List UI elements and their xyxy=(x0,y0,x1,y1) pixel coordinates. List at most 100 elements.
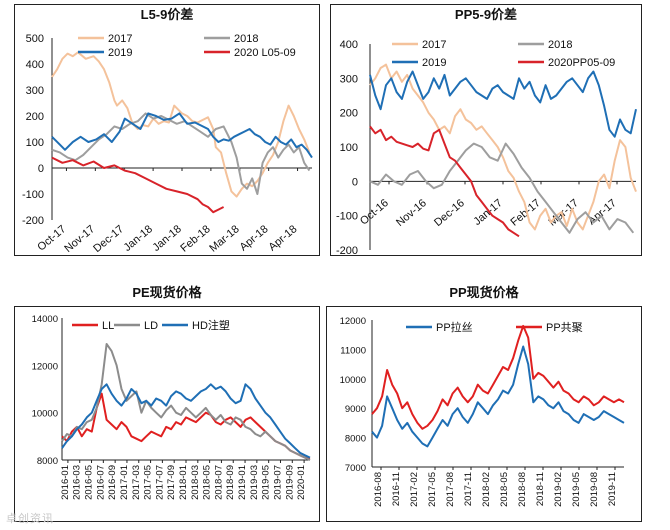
x-tick-label: 2019-11 xyxy=(607,472,618,506)
series-line-LL xyxy=(61,392,311,460)
chart-title: PP5-9价差 xyxy=(455,7,517,22)
chart-frame-pp xyxy=(326,306,642,522)
legend-label: LD xyxy=(144,320,158,332)
legend-label: PP拉丝 xyxy=(436,320,473,334)
x-tick-label: 2017-03 xyxy=(131,465,142,500)
x-tick-label: 2017-07 xyxy=(154,465,165,500)
legend-label: 2020PP05-09 xyxy=(548,57,615,69)
series-line-PP拉丝 xyxy=(371,345,625,448)
x-tick-label: 2019-07 xyxy=(272,465,283,500)
legend-label: LL xyxy=(102,320,114,332)
chart-panel-pp59: PP5-9价差 -200 -100 0 100 200 300 400 Oct-16 Nov-16… xyxy=(330,4,642,257)
legend-label: 2017 xyxy=(108,33,132,45)
x-tick-label: 2018-05 xyxy=(499,472,510,507)
x-tick-label: Dec-17 xyxy=(91,223,126,255)
series-line-2018 xyxy=(369,142,635,234)
y-tick-label: 300 xyxy=(26,85,44,97)
y-tick-label: 0 xyxy=(352,176,358,188)
series-line-LD xyxy=(61,343,311,461)
y-tick-label: 11000 xyxy=(340,345,366,356)
y-tick-label: 12000 xyxy=(32,361,58,372)
y-tick-label: -100 xyxy=(22,189,44,201)
x-tick-label: 2017-01 xyxy=(119,465,130,500)
x-tick-label: 2019-05 xyxy=(261,465,272,500)
x-tick-label: 2017-02 xyxy=(409,472,420,507)
chart-frame-pp59 xyxy=(330,4,642,256)
legend-label: PP共聚 xyxy=(546,321,583,334)
x-tick-label: Apr-18 xyxy=(266,223,299,253)
series-line-2020 L05-09 xyxy=(51,156,225,214)
x-tick-label: 2016-07 xyxy=(95,465,106,500)
x-tick-label: 2019-03 xyxy=(249,465,260,500)
legend-label: 2017 xyxy=(422,39,446,51)
series-line-HD注塑 xyxy=(61,383,311,459)
chart-title: PE现货价格 xyxy=(132,285,202,300)
x-tick-label: 2018-05 xyxy=(202,465,213,500)
x-tick-label: Feb-18 xyxy=(178,223,212,255)
x-tick-label: 2019-02 xyxy=(553,472,564,507)
series-line-2019 xyxy=(369,70,637,138)
x-tick-label: 2016-05 xyxy=(84,465,95,500)
x-tick-label: 2016-09 xyxy=(107,465,118,500)
legend-label: 2018 xyxy=(234,33,258,45)
x-tick-label: 2017-05 xyxy=(427,472,438,507)
x-tick-label: 2019-08 xyxy=(589,472,600,507)
x-tick-label: 2017-08 xyxy=(445,472,456,507)
x-tick-label: Jan-18 xyxy=(150,223,183,254)
chart-panel-pp: PP现货价格 7000 8000 9000 10000 11000 12000 2016-08… xyxy=(326,284,642,522)
chart-l59: L5-9价差 -200 -100 0 100 200 300 400 500 Oct-17Nov-… xyxy=(22,7,313,255)
watermark-text: 卓创资讯 xyxy=(6,512,54,525)
y-tick-label: 500 xyxy=(26,33,44,45)
y-tick-label: 300 xyxy=(340,73,358,85)
legend-label: 2019 xyxy=(422,57,446,69)
x-tick-label: 2018-01 xyxy=(178,465,189,500)
series-line-PP共聚 xyxy=(371,324,625,430)
x-tick-label: Nov-16 xyxy=(394,197,429,229)
y-tick-label: -200 xyxy=(336,245,358,257)
x-tick-label: 2016-01 xyxy=(60,465,71,500)
legend-label: 2018 xyxy=(548,39,572,51)
y-tick-label: 100 xyxy=(340,142,358,154)
chart-pp59: PP5-9价差 -200 -100 0 100 200 300 400 Oct-16 Nov-16… xyxy=(336,7,637,257)
x-tick-label: Mar-18 xyxy=(207,223,241,255)
x-tick-label: 2020-01 xyxy=(296,465,307,500)
x-tick-label: 2018-03 xyxy=(190,465,201,500)
series-line-2019 xyxy=(51,112,313,159)
x-tick-label: 2019-09 xyxy=(284,465,295,500)
y-tick-label: 400 xyxy=(340,39,358,51)
x-tick-label: 2016-11 xyxy=(391,472,402,506)
x-tick-label: 2018-08 xyxy=(517,472,528,507)
x-tick-label: 2016-03 xyxy=(72,465,83,500)
x-tick-label: 2016-08 xyxy=(373,472,384,507)
chart-pp: PP现货价格 7000 8000 9000 10000 11000 12000 2016-08… xyxy=(340,285,625,507)
y-tick-label: 200 xyxy=(340,108,358,120)
y-tick-label: 400 xyxy=(26,59,44,71)
x-tick-label: Nov-17 xyxy=(62,223,97,255)
x-tick-label: 2018-02 xyxy=(481,472,492,507)
y-tick-label: 10000 xyxy=(32,409,58,420)
chart-title: PP现货价格 xyxy=(449,285,519,300)
chart-title: L5-9价差 xyxy=(141,7,194,22)
x-tick-label: 2018-11 xyxy=(535,472,546,506)
y-tick-label: -200 xyxy=(22,215,44,227)
x-tick-label: 2018-09 xyxy=(225,465,236,500)
series-line-2017 xyxy=(369,63,637,231)
chart-frame-l59 xyxy=(14,4,320,256)
legend-label: 2020 L05-09 xyxy=(234,47,296,59)
chart-panel-l59: L5-9价差 -200 -100 0 100 200 300 400 500 Oct-17 Nov-… xyxy=(14,4,320,256)
legend-label: 2019 xyxy=(108,47,132,59)
x-tick-label: 2018-07 xyxy=(213,465,224,500)
x-tick-label: 2017-09 xyxy=(166,465,177,500)
x-tick-label: 2019-05 xyxy=(571,472,582,507)
y-tick-label: 7000 xyxy=(345,463,366,474)
y-tick-label: 0 xyxy=(38,163,44,175)
series-line-2017 xyxy=(51,51,311,198)
y-tick-label: 8000 xyxy=(345,434,366,445)
x-tick-label: Apr-18 xyxy=(238,223,271,253)
legend-label: HD注塑 xyxy=(192,318,230,332)
x-tick-label: 2017-11 xyxy=(463,472,474,506)
x-tick-label: Oct-16 xyxy=(358,197,391,227)
x-tick-label: Dec-16 xyxy=(432,197,467,229)
series-line-2020PP05-09 xyxy=(369,125,520,238)
